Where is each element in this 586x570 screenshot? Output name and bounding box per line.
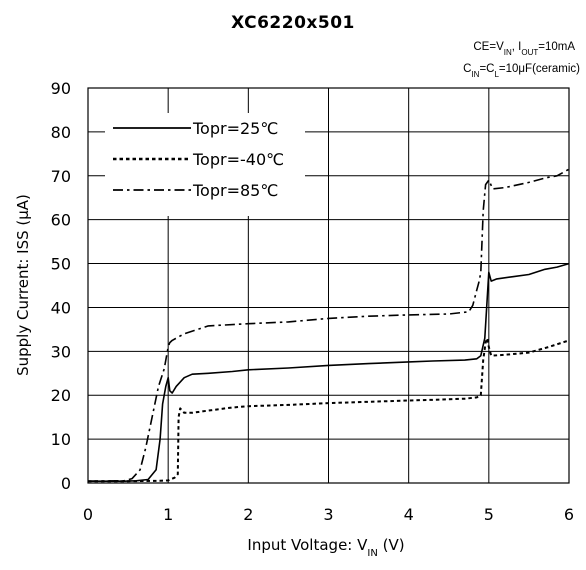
y-tick-label: 90 <box>51 79 71 98</box>
series-line-dotted <box>88 337 570 483</box>
y-tick-label: 30 <box>51 342 71 361</box>
chart-title: XC6220x501 <box>231 13 355 33</box>
series-lines <box>87 168 570 483</box>
y-tick-label: 70 <box>51 167 71 186</box>
x-tick-label: 5 <box>484 505 494 524</box>
legend-label-dashdot: Topr=85℃ <box>192 181 278 200</box>
y-tick-label: 80 <box>51 123 71 142</box>
legend-label-dotted: Topr=-40℃ <box>192 150 284 169</box>
x-tick-label: 1 <box>163 505 173 524</box>
y-axis-label: Supply Current: ISS (μA) <box>14 194 32 376</box>
x-tick-label: 4 <box>404 505 414 524</box>
legend-label-solid: Topr=25℃ <box>192 119 278 138</box>
x-axis-label: Input Voltage: VIN (V) <box>247 536 404 559</box>
y-tick-label: 50 <box>51 255 71 274</box>
x-tick-label: 0 <box>83 505 93 524</box>
x-tick-label: 3 <box>323 505 333 524</box>
legend-background <box>105 113 305 216</box>
y-tick-label: 0 <box>61 474 71 493</box>
series-line-dashdot <box>87 168 570 482</box>
condition-line-2: CIN=CL=10μF(ceramic) <box>463 63 580 79</box>
x-tick-label: 2 <box>243 505 253 524</box>
y-tick-label: 40 <box>51 298 71 317</box>
y-tick-labels: 0 10 20 30 40 50 60 70 80 90 <box>51 79 71 493</box>
plot-frame <box>87 87 570 484</box>
x-tick-label: 6 <box>564 505 574 524</box>
x-tick-labels: 0 1 2 3 4 5 6 <box>83 505 574 524</box>
y-tick-label: 60 <box>51 211 71 230</box>
series-line-solid <box>88 262 570 482</box>
condition-line-1: CE=VIN, IOUT=10mA <box>473 41 575 57</box>
y-tick-label: 20 <box>51 386 71 405</box>
legend: Topr=25℃ Topr=-40℃ Topr=85℃ <box>105 113 305 216</box>
y-tick-label: 10 <box>51 430 71 449</box>
